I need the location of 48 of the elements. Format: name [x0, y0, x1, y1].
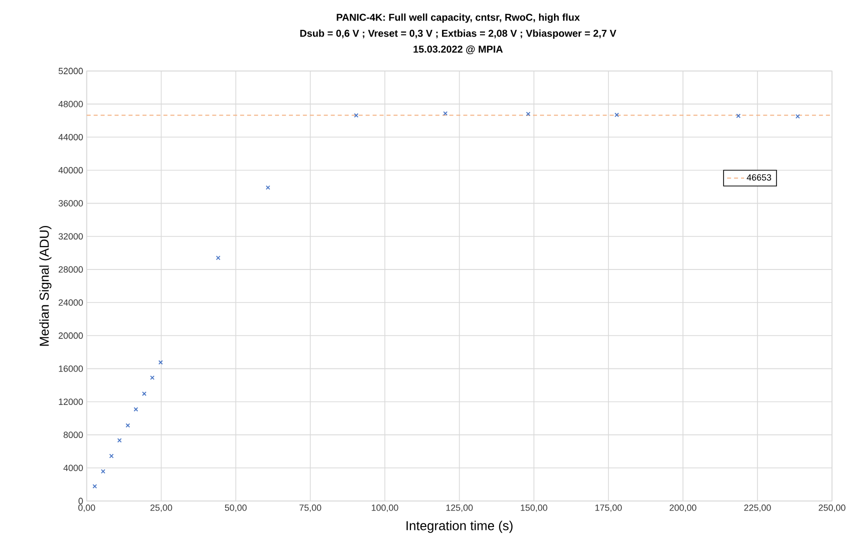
y-tick-label: 4000 — [63, 464, 83, 472]
y-tick-label: 0 — [78, 498, 83, 504]
point — [796, 114, 800, 119]
y-tick-label: 28000 — [58, 266, 83, 273]
point — [126, 423, 130, 428]
x-tick-label: 75,00 — [300, 504, 322, 512]
point — [614, 112, 619, 118]
point — [117, 438, 122, 443]
point — [150, 375, 155, 380]
y-tick-label: 44000 — [58, 134, 83, 140]
x-tick-label: 100,00 — [372, 504, 398, 512]
x-tick-label: 175,00 — [595, 504, 622, 512]
x-axis-title: Integration time (s) — [406, 520, 513, 533]
chart-subtitle: Dsub = 0,6 V ; Vreset = 0,3 V ; Extbias = 2,08 V ; Vbiaspower = 2,7 V — [300, 30, 616, 39]
x-tick-label: 200,00 — [670, 504, 696, 512]
x-tick-label: 150,00 — [520, 504, 548, 512]
y-tick-label: 52000 — [58, 68, 83, 74]
y-tick-label: 8000 — [64, 432, 83, 438]
point — [100, 469, 106, 474]
x-tick-label: 250,00 — [818, 504, 846, 512]
x-tick-label: 50,00 — [224, 504, 247, 512]
legend-label: 46653 — [746, 174, 772, 181]
y-tick-label: 16000 — [58, 366, 83, 372]
x-tick-label: 225,00 — [744, 504, 771, 512]
y-tick-label: 40000 — [58, 167, 83, 174]
y-tick-label: 32000 — [58, 233, 83, 240]
y-tick-label: 36000 — [58, 200, 83, 206]
point — [109, 454, 114, 458]
point — [92, 484, 97, 489]
point — [266, 185, 270, 190]
chart-title: PANIC-4K: Full well capacity, cntsr, RwoC, high flux — [336, 14, 580, 23]
y-tick-label: 24000 — [58, 299, 83, 306]
y-tick-label: 48000 — [58, 100, 83, 108]
point — [134, 407, 138, 412]
point — [526, 112, 530, 116]
x-tick-label: 25,00 — [150, 504, 172, 512]
y-tick-label: 12000 — [58, 398, 83, 405]
point — [736, 114, 741, 118]
text: 15.03.2022 @ MPIA — [414, 46, 503, 54]
point — [158, 360, 163, 365]
x-tick-label: 125,00 — [446, 504, 473, 512]
point — [354, 113, 358, 118]
y-tick-label: 20000 — [58, 332, 83, 339]
y-axis-title: Median Signal (ADU) — [39, 226, 52, 346]
point — [216, 256, 220, 260]
point — [443, 111, 448, 116]
point — [142, 392, 146, 396]
x-tick-label: 0,00 — [78, 504, 96, 512]
